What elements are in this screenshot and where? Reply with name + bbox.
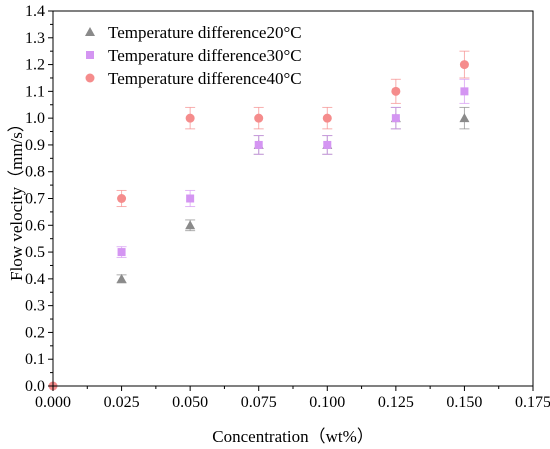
series-3 [48, 50, 470, 391]
y-tick-label: 0.4 [25, 271, 45, 288]
y-axis-label: Flow velocity（mm/s） [7, 115, 26, 281]
ticks-layer: 0.000 0.025 0.050 0.075 0.100 0.125 0.150 0.175… [25, 3, 550, 411]
legend-marker [85, 27, 95, 36]
data-point [391, 114, 400, 123]
y-tick-label: 1.1 [25, 83, 45, 100]
data-point [186, 194, 195, 203]
legend-item-2: Temperature difference30°C [86, 46, 302, 65]
data-point [117, 248, 126, 257]
x-tick-label: 0.025 [104, 394, 140, 411]
y-tick-label: 0.9 [25, 137, 45, 154]
x-axis-label: Concentration（wt%） [212, 427, 373, 446]
legend-label: Temperature difference30°C [108, 46, 302, 65]
x-tick-label: 0.125 [378, 394, 414, 411]
y-tick-label: 0.1 [25, 351, 45, 368]
series-1 [116, 106, 470, 284]
legend-marker [85, 73, 95, 83]
legend-label: Temperature difference40°C [108, 69, 302, 88]
data-point [185, 220, 196, 230]
data-point [460, 87, 469, 96]
data-point [323, 140, 332, 149]
y-tick-label: 1.4 [25, 3, 45, 20]
x-tick-label: 0.100 [309, 394, 345, 411]
data-point [459, 113, 470, 123]
y-tick-label: 1.2 [25, 57, 45, 74]
legend-label: Temperature difference20°C [108, 23, 302, 42]
data-point [254, 140, 263, 149]
y-tick-label: 0.7 [25, 191, 45, 208]
x-tick-label: 0.175 [515, 394, 550, 411]
data-point [322, 113, 332, 123]
data-point [459, 60, 469, 70]
x-tick-label: 0.075 [241, 394, 277, 411]
x-tick-label: 0.150 [446, 394, 482, 411]
series-2 [116, 78, 470, 258]
legend-item-1: Temperature difference20°C [85, 23, 302, 42]
x-tick-label: 0.050 [172, 394, 208, 411]
x-tick-label: 0.000 [35, 394, 71, 411]
data-point [185, 113, 195, 123]
y-tick-label: 1.3 [25, 30, 45, 47]
legend-item-3: Temperature difference40°C [85, 69, 302, 88]
y-tick-label: 0.2 [25, 324, 45, 341]
legend-marker [86, 51, 94, 59]
legend: Temperature difference20°C Temperature di… [85, 23, 302, 88]
y-tick-label: 0.3 [25, 298, 45, 315]
y-tick-label: 1.0 [25, 110, 45, 127]
data-point [254, 113, 264, 123]
data-point [117, 194, 127, 203]
y-tick-label: 0.6 [25, 217, 45, 234]
y-tick-label: 0.5 [25, 244, 45, 261]
data-point [391, 86, 401, 96]
y-tick-label: 0.0 [25, 378, 45, 395]
data-point [116, 273, 127, 283]
y-tick-label: 0.8 [25, 164, 45, 181]
data-layer [48, 50, 470, 391]
